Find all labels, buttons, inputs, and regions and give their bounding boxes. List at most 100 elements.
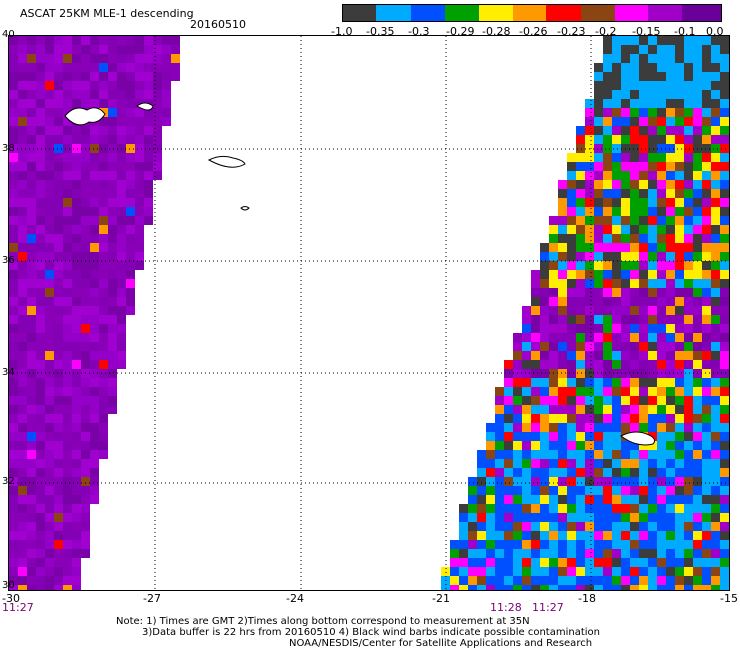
- swath-cell: [567, 378, 576, 387]
- swath-cell: [630, 414, 639, 423]
- swath-cell: [558, 540, 567, 549]
- swath-cell: [45, 324, 54, 333]
- swath-cell: [576, 450, 585, 459]
- swath-cell: [486, 531, 495, 540]
- swath-cell: [27, 216, 36, 225]
- swath-cell: [63, 225, 72, 234]
- swath-cell: [639, 486, 648, 495]
- swath-cell: [81, 540, 90, 549]
- swath-cell: [495, 459, 504, 468]
- swath-cell: [612, 135, 621, 144]
- swath-cell: [729, 81, 730, 90]
- swath-cell: [639, 135, 648, 144]
- swath-cell: [18, 144, 27, 153]
- swath-cell: [540, 360, 549, 369]
- swath-cell: [612, 369, 621, 378]
- swath-cell: [45, 207, 54, 216]
- swath-cell: [675, 261, 684, 270]
- swath-cell: [720, 153, 729, 162]
- swath-cell: [9, 207, 18, 216]
- swath-cell: [630, 279, 639, 288]
- swath-cell: [585, 558, 594, 567]
- swath-cell: [603, 225, 612, 234]
- swath-cell: [27, 495, 36, 504]
- swath-cell: [9, 189, 18, 198]
- swath-cell: [702, 279, 711, 288]
- swath-cell: [72, 189, 81, 198]
- swath-cell: [27, 144, 36, 153]
- swath-cell: [99, 171, 108, 180]
- swath-cell: [630, 477, 639, 486]
- swath-cell: [576, 189, 585, 198]
- swath-cell: [54, 234, 63, 243]
- swath-cell: [693, 513, 702, 522]
- swath-cell: [711, 126, 720, 135]
- swath-cell: [711, 585, 720, 590]
- swath-cell: [612, 378, 621, 387]
- swath-cell: [684, 423, 693, 432]
- swath-cell: [648, 441, 657, 450]
- swath-cell: [27, 297, 36, 306]
- swath-cell: [666, 297, 675, 306]
- swath-cell: [576, 162, 585, 171]
- swath-cell: [702, 567, 711, 576]
- swath-cell: [108, 270, 117, 279]
- swath-cell: [666, 81, 675, 90]
- swath-cell: [549, 261, 558, 270]
- swath-cell: [657, 270, 666, 279]
- swath-cell: [657, 99, 666, 108]
- swath-cell: [126, 198, 135, 207]
- swath-cell: [621, 225, 630, 234]
- swath-cell: [45, 270, 54, 279]
- swath-cell: [9, 171, 18, 180]
- swath-cell: [540, 450, 549, 459]
- swath-cell: [531, 459, 540, 468]
- swath-cell: [81, 81, 90, 90]
- swath-cell: [612, 99, 621, 108]
- swath-cell: [603, 351, 612, 360]
- swath-cell: [72, 450, 81, 459]
- swath-cell: [720, 162, 729, 171]
- swath-cell: [108, 45, 117, 54]
- swath-cell: [657, 36, 666, 45]
- swath-cell: [693, 162, 702, 171]
- swath-cell: [27, 153, 36, 162]
- swath-cell: [36, 513, 45, 522]
- swath-cell: [90, 36, 99, 45]
- swath-cell: [36, 279, 45, 288]
- swath-cell: [549, 432, 558, 441]
- swath-cell: [90, 135, 99, 144]
- swath-cell: [513, 360, 522, 369]
- swath-cell: [99, 414, 108, 423]
- swath-cell: [450, 567, 459, 576]
- swath-cell: [612, 468, 621, 477]
- swath-cell: [594, 72, 603, 81]
- swath-cell: [684, 117, 693, 126]
- swath-cell: [108, 144, 117, 153]
- swath-cell: [63, 450, 72, 459]
- swath-cell: [117, 333, 126, 342]
- swath-cell: [45, 504, 54, 513]
- swath-cell: [693, 441, 702, 450]
- swath-cell: [639, 90, 648, 99]
- swath-cell: [603, 180, 612, 189]
- swath-cell: [567, 342, 576, 351]
- swath-cell: [576, 540, 585, 549]
- swath-cell: [675, 396, 684, 405]
- swath-cell: [477, 504, 486, 513]
- swath-cell: [585, 432, 594, 441]
- swath-cell: [495, 486, 504, 495]
- swath-cell: [54, 297, 63, 306]
- swath-cell: [36, 180, 45, 189]
- swath-cell: [639, 153, 648, 162]
- swath-cell: [675, 108, 684, 117]
- swath-cell: [495, 396, 504, 405]
- swath-cell: [549, 405, 558, 414]
- colorbar: [342, 4, 722, 22]
- swath-cell: [117, 351, 126, 360]
- y-label-34: 34: [2, 367, 15, 378]
- swath-cell: [567, 216, 576, 225]
- swath-cell: [153, 171, 162, 180]
- swath-cell: [693, 450, 702, 459]
- swath-cell: [468, 567, 477, 576]
